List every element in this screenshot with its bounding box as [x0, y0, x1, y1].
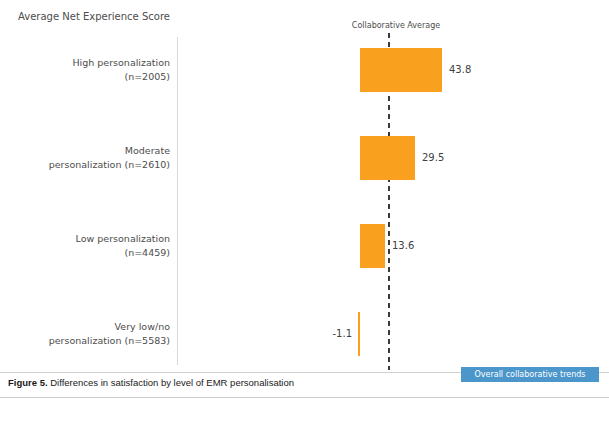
- reference-line-label: Collaborative Average: [316, 21, 476, 30]
- bar: [360, 136, 415, 180]
- category-label: Very low/nopersonalization (n=5583): [8, 320, 170, 348]
- bar: [360, 224, 385, 268]
- value-label: 43.8: [449, 63, 471, 77]
- bar: [358, 312, 360, 356]
- value-label: 13.6: [392, 239, 414, 253]
- value-label: -1.1: [332, 327, 352, 341]
- divider-bottom: [0, 397, 609, 398]
- y-axis-line: [177, 37, 178, 365]
- chart-title: Average Net Experience Score: [18, 11, 170, 22]
- category-label: High personalization(n=2005): [8, 56, 170, 84]
- value-label: 29.5: [422, 151, 444, 165]
- figure-caption-text: Differences in satisfaction by level of …: [48, 377, 294, 388]
- bar: [360, 48, 442, 92]
- category-label: Low personalization(n=4459): [8, 232, 170, 260]
- figure-canvas: Average Net Experience Score Collaborati…: [0, 0, 609, 426]
- overall-collaborative-trends-badge[interactable]: Overall collaborative trends: [461, 367, 599, 382]
- category-label: Moderatepersonalization (n=2610): [8, 144, 170, 172]
- figure-caption: Figure 5. Differences in satisfaction by…: [8, 377, 294, 388]
- figure-caption-prefix: Figure 5.: [8, 377, 48, 388]
